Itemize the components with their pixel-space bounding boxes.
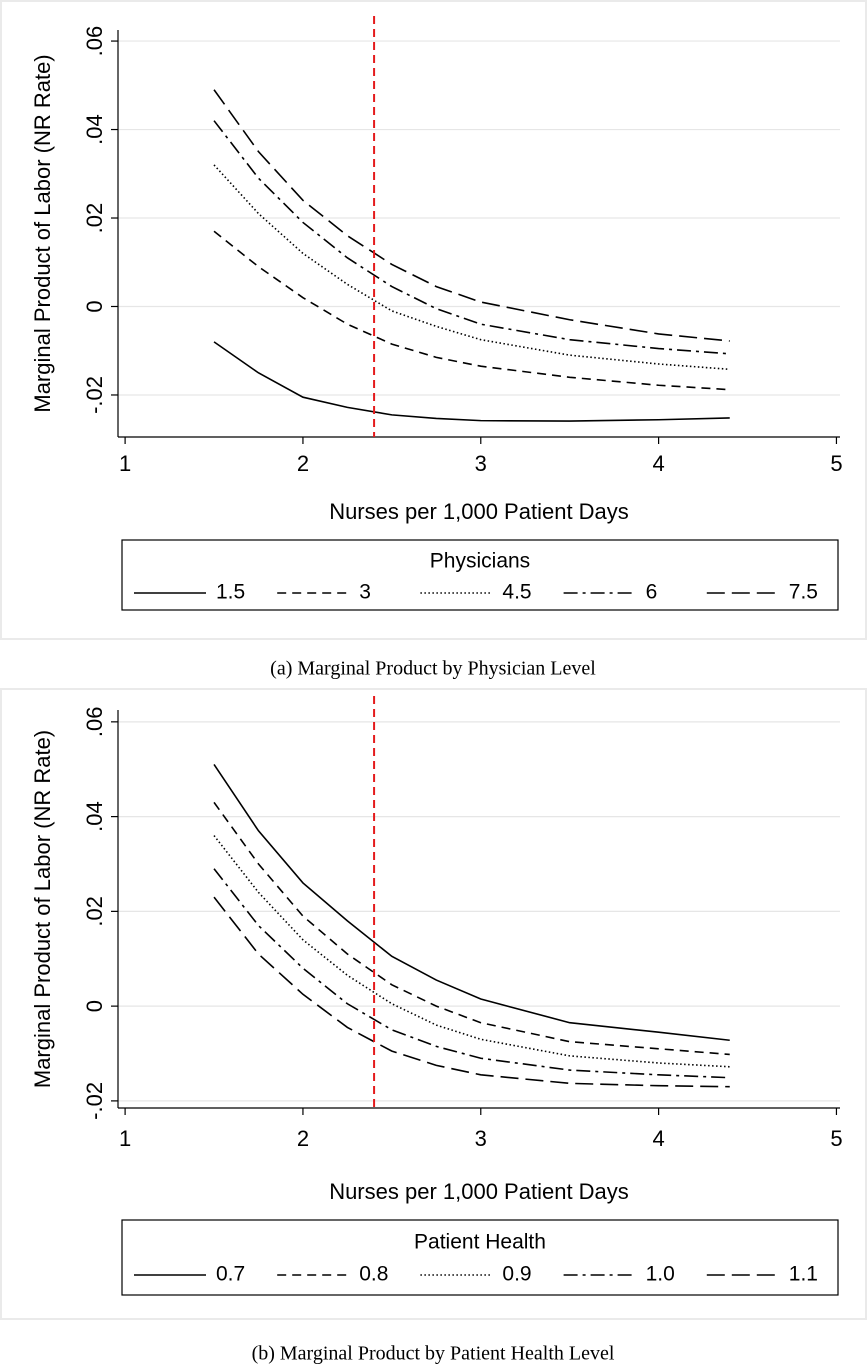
series-line [213,764,730,1042]
legend-label: 1.0 [646,1263,675,1286]
y-axis-title: Marginal Product of Labor (NR Rate) [30,54,55,412]
y-tick-label: .02 [82,203,107,234]
x-tick-label: 3 [475,1126,487,1151]
chart-panel: -.02 0 .02 .04 .06 1 2 3 4 5 Marginal Product of L… [0,688,867,1365]
legend-label: 0.8 [359,1263,388,1286]
legend-label: 4.5 [502,581,531,604]
y-tick-label: -.02 [82,1082,107,1120]
y-tick-label: .04 [82,114,107,145]
legend-title: Physicians [430,550,530,573]
x-tick-label: 5 [830,1126,842,1151]
series-line [213,868,730,1079]
y-tick-label: .02 [82,896,107,927]
legend-label: 3 [359,581,371,604]
series-line [213,230,730,391]
caption: (b) Marginal Product by Patient Health L… [252,1343,615,1365]
x-axis-title: Nurses per 1,000 Patient Days [329,499,629,524]
legend-box [121,1219,839,1296]
panel-frame [0,0,867,640]
x-tick-label: 4 [652,451,664,476]
legend-label: 0.9 [502,1263,531,1286]
x-tick-label: 1 [119,451,131,476]
series-line [213,89,730,342]
legend-title: Patient Health [414,1231,546,1254]
y-tick-label: 0 [82,1000,107,1012]
y-axis-title: Marginal Product of Labor (NR Rate) [30,730,55,1088]
x-axis-title: Nurses per 1,000 Patient Days [329,1179,629,1204]
y-tick-label: -.02 [82,376,107,414]
y-tick-label: .06 [82,707,107,738]
x-tick-label: 2 [297,451,309,476]
legend-label: 0.7 [216,1263,245,1286]
series-line [213,120,730,355]
series-line [213,341,730,422]
series-line [213,801,730,1056]
x-tick-label: 3 [475,451,487,476]
legend-label: 7.5 [789,581,818,604]
legend-box [121,539,839,611]
series-line [213,835,730,1068]
series-line [213,896,730,1088]
x-tick-label: 5 [830,451,842,476]
chart-panel: -.02 0 .02 .04 .06 1 2 3 4 5 Marginal Product of L… [0,0,867,680]
caption: (a) Marginal Product by Physician Level [270,658,596,680]
x-tick-label: 1 [119,1126,131,1151]
x-tick-label: 2 [297,1126,309,1151]
legend-label: 6 [646,581,658,604]
legend-label: 1.1 [789,1263,818,1286]
y-tick-label: .04 [82,801,107,832]
y-tick-label: .06 [82,26,107,57]
y-tick-label: 0 [82,300,107,312]
legend-label: 1.5 [216,581,245,604]
x-tick-label: 4 [652,1126,664,1151]
